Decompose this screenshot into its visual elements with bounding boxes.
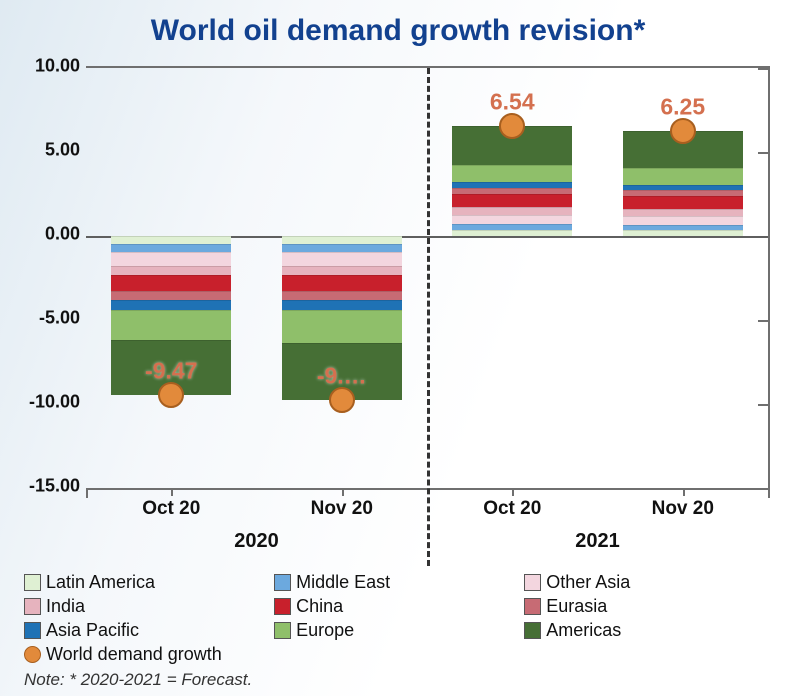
bar-segment-europe [452,165,572,183]
group-divider [427,68,430,566]
legend-swatch [274,598,291,615]
bar-segment-other-asia [452,215,572,224]
legend: Latin America Middle East Other Asia India C… [14,570,782,666]
legend-label: Other Asia [546,570,630,594]
world-marker [499,113,525,139]
legend-label: Latin America [46,570,155,594]
x-group-label: 2020 [234,530,279,553]
legend-label: India [46,594,85,618]
y-tick-label: -10.00 [14,392,80,413]
bar-segment-asia-pacific [282,300,402,310]
world-marker [329,387,355,413]
bar-segment-china [452,194,572,207]
bar-value-label: -9.… [317,362,367,389]
bar-segment-other-asia [111,252,231,266]
chart-title: World oil demand growth revision* [14,14,782,48]
bar-segment-other-asia [282,252,402,266]
x-tick-label: Nov 20 [311,498,373,520]
legend-item-americas: Americas [524,618,774,642]
bar-value-label: -9.47 [145,358,197,385]
legend-label: Europe [296,618,354,642]
bar-segment-india [623,209,743,216]
legend-label: World demand growth [46,642,222,666]
bar-segment-latin-america [452,230,572,236]
chart-footnote: Note: * 2020-2021 = Forecast. [14,666,782,690]
y-tick-label: 5.00 [14,140,80,161]
world-marker [158,382,184,408]
bar-value-label: 6.25 [660,94,705,121]
bar-segment-india [111,266,231,275]
bar-segment-latin-america [282,236,402,244]
bar-segment-middle-east [111,244,231,252]
bar-segment-eurasia [111,291,231,300]
x-group-label: 2021 [575,530,620,553]
y-tick-label: -15.00 [14,476,80,497]
bar-segment-china [111,275,231,290]
legend-swatch [524,598,541,615]
legend-swatch [24,646,41,663]
bar-segment-latin-america [111,236,231,244]
legend-swatch [24,598,41,615]
legend-item-other-asia: Other Asia [524,570,774,594]
bar-segment-india [452,207,572,215]
bar-value-label: 6.54 [490,89,535,116]
x-tick-label: Oct 20 [483,498,541,520]
bar-segment-india [282,266,402,275]
legend-item-europe: Europe [274,618,524,642]
bar-segment-europe [111,310,231,340]
stacked-bar [452,126,572,236]
legend-swatch [24,574,41,591]
bar-segment-europe [282,310,402,344]
y-tick-label: -5.00 [14,308,80,329]
bar-segment-middle-east [282,244,402,252]
bar-segment-eurasia [282,291,402,300]
bar-segment-asia-pacific [111,300,231,310]
legend-item-asia-pacific: Asia Pacific [24,618,274,642]
chart-plot: -9.47 -9.… 6.54 6.25 -15.00 -10.00 -5.00 0.00 5… [14,58,782,568]
legend-swatch [524,574,541,591]
y-tick-label: 0.00 [14,224,80,245]
legend-label: Asia Pacific [46,618,139,642]
legend-swatch [24,622,41,639]
bar-segment-other-asia [623,216,743,225]
x-tick-label: Oct 20 [142,498,200,520]
legend-item-latin-america: Latin America [24,570,274,594]
legend-item-india: India [24,594,274,618]
legend-swatch [274,622,291,639]
legend-swatch [524,622,541,639]
world-marker [670,118,696,144]
bar-segment-europe [623,168,743,185]
legend-label: Eurasia [546,594,607,618]
legend-item-world: World demand growth [24,642,274,666]
y-tick-label: 10.00 [14,56,80,77]
x-tick-label: Nov 20 [652,498,714,520]
legend-item-china: China [274,594,524,618]
bar-segment-china [623,196,743,209]
legend-label: China [296,594,343,618]
legend-item-eurasia: Eurasia [524,594,774,618]
legend-label: Americas [546,618,621,642]
legend-item-middle-east: Middle East [274,570,524,594]
bar-segment-latin-america [623,230,743,236]
stacked-bar [623,131,743,236]
legend-label: Middle East [296,570,390,594]
bar-segment-china [282,275,402,290]
legend-swatch [274,574,291,591]
